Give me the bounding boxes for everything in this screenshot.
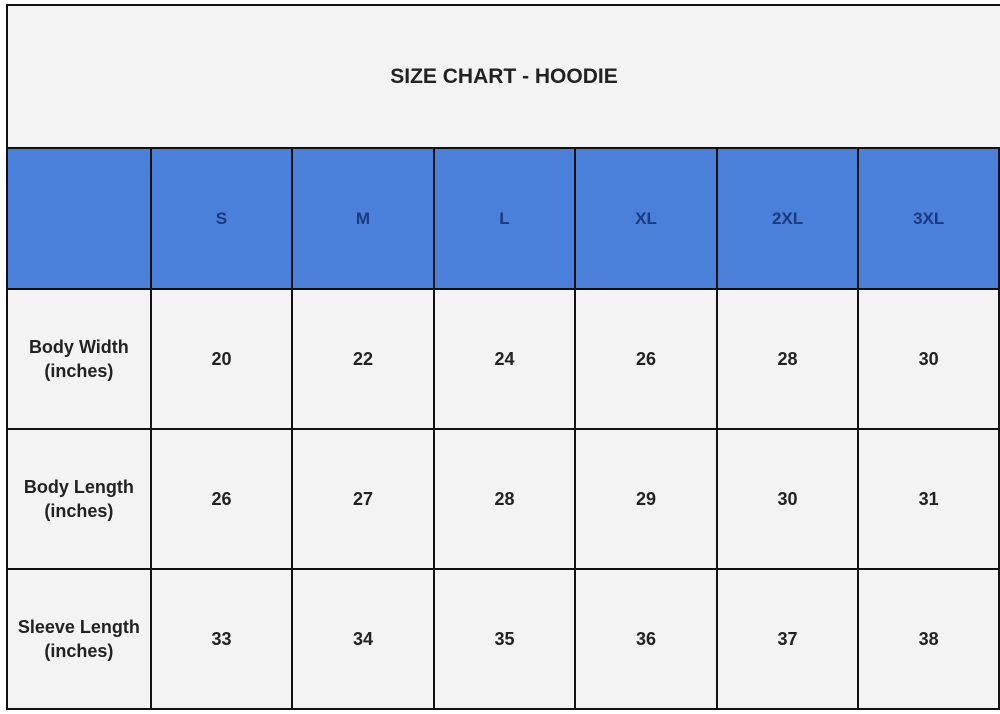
table-row: Body Length (inches) 26 27 28 29 30 31 [8,428,1000,570]
table-row: Body Width (inches) 20 22 24 26 28 30 [8,288,1000,430]
size-header-l: L [432,147,577,290]
measurement-name: Body Width [28,337,129,357]
size-chart: SIZE CHART - HOODIE S M L XL 2XL 3XL Body Widt… [6,4,1000,710]
table-cell: 35 [432,568,577,708]
table-cell: 26 [574,288,718,430]
size-header-xl: XL [574,147,718,290]
chart-title: SIZE CHART - HOODIE [390,64,618,88]
table-cell: 29 [574,428,718,570]
table-cell: 37 [715,568,860,708]
table-cell: 34 [291,568,435,708]
table-row: Sleeve Length (inches) 33 34 35 36 37 38 [8,568,1000,708]
table-cell: 38 [857,568,1000,708]
size-header-m: M [291,147,435,290]
row-label: Body Length (inches) [8,428,152,570]
row-label: Sleeve Length (inches) [8,568,152,708]
corner-cell [8,147,152,290]
row-label: Body Width (inches) [8,288,152,430]
table-cell: 20 [149,288,294,430]
size-table: S M L XL 2XL 3XL Body Width (inches) 20 22 24 26 28 3… [8,147,1000,708]
table-cell: 27 [291,428,435,570]
size-header-3xl: 3XL [857,147,1000,290]
table-cell: 30 [715,428,860,570]
table-cell: 26 [149,428,294,570]
measurement-name: Sleeve Length [17,617,140,637]
table-cell: 22 [291,288,435,430]
size-header-s: S [149,147,294,290]
measurement-unit: (inches) [44,641,114,661]
size-header-2xl: 2XL [715,147,860,290]
measurement-name: Body Length [23,477,134,497]
measurement-unit: (inches) [44,501,114,521]
table-cell: 28 [432,428,577,570]
table-cell: 33 [149,568,294,708]
table-cell: 36 [574,568,718,708]
measurement-unit: (inches) [44,361,114,381]
table-cell: 31 [857,428,1000,570]
table-cell: 28 [715,288,860,430]
table-cell: 24 [432,288,577,430]
table-cell: 30 [857,288,1000,430]
header-row: S M L XL 2XL 3XL [8,147,1000,290]
